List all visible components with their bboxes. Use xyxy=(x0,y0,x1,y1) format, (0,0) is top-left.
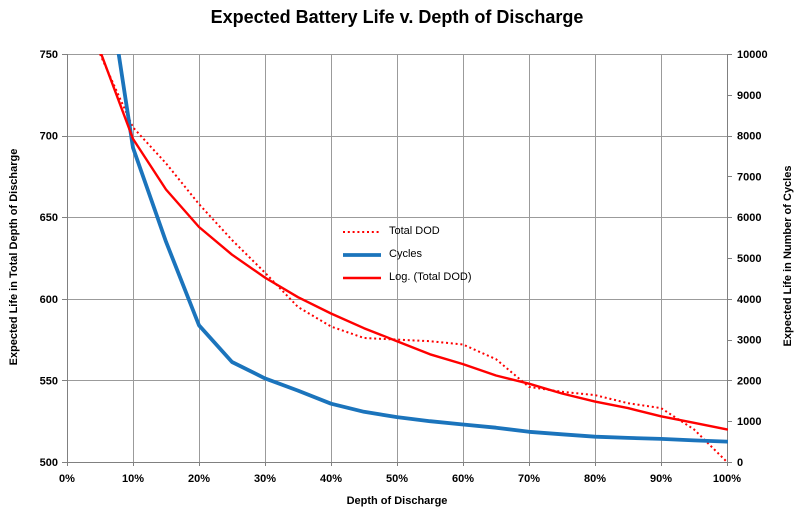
x-tick-label: 20% xyxy=(188,473,210,485)
x-tick-label: 70% xyxy=(518,473,540,485)
y-right-tick-label: 4000 xyxy=(737,294,761,306)
x-tick-label: 40% xyxy=(320,473,342,485)
y-right-tick-label: 2000 xyxy=(737,375,761,387)
y-right-tick-label: 0 xyxy=(737,457,743,469)
x-tick-label: 0% xyxy=(59,473,75,485)
legend-item-cycles: Cycles xyxy=(343,243,472,266)
x-tick-label: 90% xyxy=(650,473,672,485)
legend-item-log-total-dod: Log. (Total DOD) xyxy=(343,266,472,289)
y-left-tick-label: 550 xyxy=(40,375,58,387)
y-left-tick-labels: 500 550 600 650 700 750 xyxy=(40,49,58,469)
x-tick-label: 100% xyxy=(713,473,741,485)
y-left-tick-label: 700 xyxy=(40,131,58,143)
y-right-tick-label: 8000 xyxy=(737,131,761,143)
x-tick-labels: 0% 10% 20% 30% 40% 50% 60% 70% 80% 90% 100% xyxy=(59,473,741,485)
x-tick-label: 60% xyxy=(452,473,474,485)
y-right-tick-label: 1000 xyxy=(737,416,761,428)
x-tick-label: 50% xyxy=(386,473,408,485)
series-log-total-dod xyxy=(99,54,728,431)
legend-swatch-cycles xyxy=(343,252,381,257)
y-right-tick-label: 10000 xyxy=(737,49,768,61)
y-left-tick-label: 500 xyxy=(40,457,58,469)
y-left-tick-label: 600 xyxy=(40,294,58,306)
legend-swatch-total-dod xyxy=(343,230,381,233)
y-left-tick-label: 750 xyxy=(40,49,58,61)
series-total-dod xyxy=(99,54,728,462)
legend-item-total-dod: Total DOD xyxy=(343,220,472,243)
series-cycles xyxy=(116,54,728,444)
y-left-tick-label: 650 xyxy=(40,212,58,224)
legend-label-log-total-dod: Log. (Total DOD) xyxy=(389,271,472,283)
y-right-tick-label: 9000 xyxy=(737,90,761,102)
legend-label-total-dod: Total DOD xyxy=(389,225,440,237)
legend-swatch-log-total-dod xyxy=(343,276,381,279)
y-right-tick-label: 6000 xyxy=(737,212,761,224)
y-right-tick-labels: 0 1000 2000 3000 4000 5000 6000 7000 8000 9000 100… xyxy=(737,49,768,469)
x-tick-label: 80% xyxy=(584,473,606,485)
legend-label-cycles: Cycles xyxy=(389,248,423,260)
chart-title: Expected Battery Life v. Depth of Discha… xyxy=(210,7,584,27)
y-right-tick-label: 7000 xyxy=(737,171,761,183)
y-right-tick-label: 3000 xyxy=(737,335,761,347)
x-tick-label: 10% xyxy=(122,473,144,485)
tick-marks xyxy=(62,54,732,466)
y-right-tick-label: 5000 xyxy=(737,253,761,265)
chart-legend: Total DOD Cycles Log. (Total DOD) xyxy=(343,220,472,289)
x-axis-title: Depth of Discharge xyxy=(346,495,448,507)
x-tick-label: 30% xyxy=(254,473,276,485)
